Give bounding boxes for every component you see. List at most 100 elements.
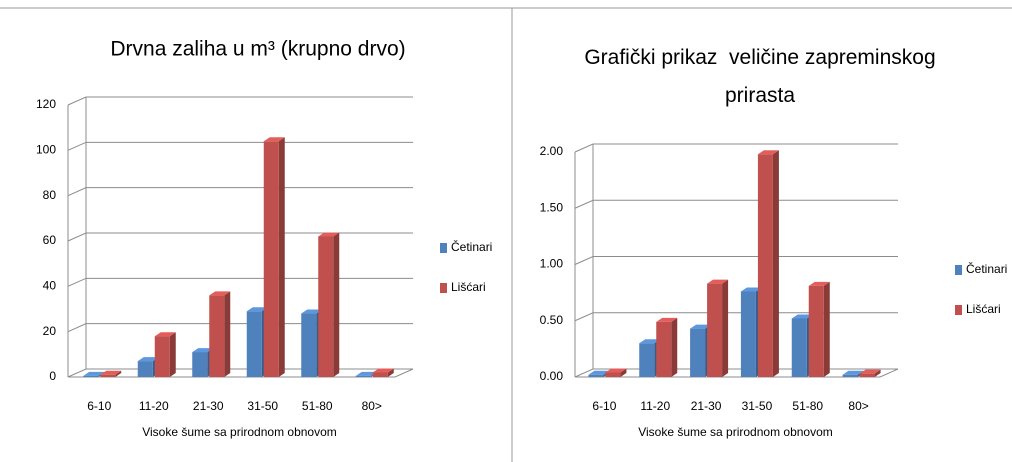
- grid-line: [67, 187, 413, 197]
- bar-top: [209, 291, 231, 296]
- bar-front: [588, 374, 604, 377]
- bar-side: [387, 368, 394, 377]
- y-tick-label: 1.00: [540, 257, 564, 271]
- bar: [808, 281, 830, 377]
- bar-front: [639, 343, 655, 377]
- grid-line: [574, 143, 898, 153]
- chart-title: Drvna zaliha u m³ (krupno drvo): [110, 38, 405, 61]
- bar-front: [605, 372, 621, 377]
- grid-line: [574, 312, 898, 322]
- x-axis-title: Visoke šume sa prirodnom obnovom: [638, 425, 833, 439]
- chart: Drvna zaliha u m³ (krupno drvo) 0 20 40 60 80…: [36, 38, 492, 440]
- grid-line: [574, 199, 898, 209]
- legend-label: Četinari: [966, 261, 1007, 276]
- y-tick-label: 0: [49, 369, 56, 383]
- bar-top: [246, 307, 268, 312]
- x-tick-label: 80>: [848, 399, 868, 413]
- bar-top: [372, 368, 394, 373]
- bar-top: [859, 369, 881, 374]
- bar-side: [620, 368, 627, 377]
- bar: [656, 317, 678, 377]
- bar-front: [83, 375, 99, 377]
- bar-front: [791, 318, 807, 377]
- title-line: Grafički prikaz veličine zapreminskog: [584, 46, 935, 69]
- bar-top: [757, 150, 779, 155]
- bar-front: [209, 295, 225, 377]
- bar-top: [639, 339, 661, 344]
- grid-line: [67, 277, 413, 287]
- bar-top: [154, 332, 176, 337]
- bar-top: [83, 371, 105, 376]
- bar: [372, 368, 394, 377]
- bar-top: [842, 370, 864, 375]
- x-axis-title: Visoke šume sa prirodnom obnovom: [142, 425, 337, 439]
- x-tick-label: 31-50: [247, 399, 278, 413]
- bar-front: [757, 154, 773, 377]
- bar-side: [333, 232, 340, 377]
- y-tick-label: 80: [43, 188, 57, 202]
- floor: [68, 368, 414, 378]
- bar-top: [137, 357, 159, 362]
- bar-front: [740, 291, 756, 377]
- bar-front: [100, 374, 116, 377]
- x-tick-label: 6-10: [87, 399, 111, 413]
- floor: [575, 368, 899, 378]
- bar: [707, 279, 729, 377]
- bar: [100, 370, 122, 377]
- bar-front: [690, 328, 706, 377]
- y-tick-label: 100: [36, 143, 56, 157]
- bar-top: [588, 370, 610, 375]
- y-tick-label: 40: [43, 279, 57, 293]
- chart-title: Grafički prikaz veličine zapreminskog pri…: [584, 46, 935, 107]
- bar-top: [605, 368, 627, 373]
- legend-label: Četinari: [451, 239, 492, 254]
- bar-top: [690, 324, 712, 329]
- bar-top: [656, 317, 678, 322]
- x-tick-label: 51-80: [792, 399, 823, 413]
- bar-front: [355, 375, 371, 377]
- bar: [263, 137, 285, 377]
- x-tick-label: 6-10: [592, 399, 616, 413]
- x-tick-label: 80>: [362, 399, 382, 413]
- y-tick-label: 20: [43, 324, 57, 338]
- bar-front: [192, 352, 208, 377]
- bar-side: [115, 370, 122, 377]
- legend-swatch: [440, 283, 447, 293]
- x-tick-label: 31-50: [742, 399, 773, 413]
- bar-side: [722, 279, 729, 377]
- title-line: prirasta: [725, 84, 795, 107]
- y-tick-label: 2.00: [540, 144, 564, 158]
- grid-line: [67, 96, 413, 106]
- bar-top: [707, 279, 729, 284]
- bar-front: [301, 313, 317, 377]
- bar-top: [791, 314, 813, 319]
- bar-top: [100, 370, 122, 375]
- x-tick-label: 21-30: [193, 399, 224, 413]
- bar-side: [169, 332, 176, 377]
- bar-front: [318, 236, 334, 377]
- bar-side: [874, 369, 881, 377]
- bar-front: [246, 311, 262, 377]
- grid-line: [67, 141, 413, 151]
- bar-top: [355, 371, 377, 376]
- bar: [209, 291, 231, 377]
- bar-front: [372, 372, 388, 377]
- bar-front: [263, 141, 279, 377]
- grid-line: [67, 232, 413, 242]
- x-tick-label: 11-20: [139, 399, 169, 413]
- y-tick-label: 0.00: [540, 369, 564, 383]
- bar-top: [192, 348, 214, 353]
- bar: [154, 332, 176, 377]
- bar-front: [656, 321, 672, 377]
- bar-top: [263, 137, 285, 142]
- chart: Grafički prikaz veličine zapreminskog pri…: [540, 46, 1008, 440]
- y-tick-label: 60: [43, 233, 57, 247]
- grid-line: [67, 323, 413, 333]
- bar-side: [772, 150, 779, 377]
- x-tick-label: 21-30: [691, 399, 722, 413]
- y-tick-label: 0.50: [540, 313, 564, 327]
- bar: [757, 150, 779, 377]
- legend-swatch: [440, 243, 447, 253]
- bar-front: [154, 336, 170, 377]
